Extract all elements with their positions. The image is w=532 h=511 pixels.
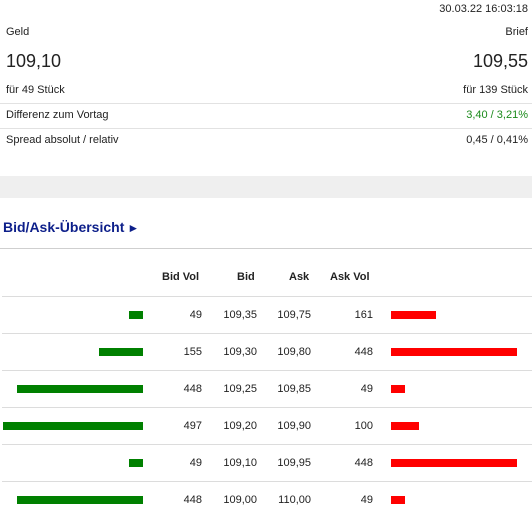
- quote-label-row: Geld Brief: [6, 26, 528, 38]
- ask-volume-bar: [391, 459, 517, 467]
- orderbook-row: 448 109,25 109,85 49: [2, 370, 532, 407]
- play-arrow-icon: ►: [127, 221, 140, 235]
- bid-price-cell: 109,00: [223, 494, 257, 506]
- orderbook-title-link[interactable]: Bid/Ask-Übersicht ►: [3, 219, 139, 235]
- ask-price-cell: 109,75: [277, 309, 311, 321]
- bid-size: für 49 Stück: [6, 84, 65, 96]
- ask-price-cell: 109,80: [277, 346, 311, 358]
- orderbook-header: Bid Vol Bid Ask Ask Vol: [0, 248, 532, 296]
- ask-volume-bar: [391, 496, 405, 504]
- orderbook-row: 448 109,00 110,00 49: [2, 481, 532, 511]
- spread-value: 0,45 / 0,41%: [466, 134, 528, 146]
- bid-volume-cell: 448: [183, 383, 202, 395]
- diff-label: Differenz zum Vortag: [6, 109, 109, 121]
- ask-price-cell: 109,95: [277, 457, 311, 469]
- quote-size-row: für 49 Stück für 139 Stück: [6, 84, 528, 96]
- bid-label: Geld: [6, 26, 30, 38]
- ask-volume-cell: 49: [360, 383, 373, 395]
- ask-price-cell: 109,85: [277, 383, 311, 395]
- bid-price-cell: 109,25: [223, 383, 257, 395]
- ask-label: Brief: [505, 26, 528, 38]
- ask-volume-cell: 100: [354, 420, 373, 432]
- orderbook-row: 497 109,20 109,90 100: [2, 407, 532, 444]
- col-bid: Bid: [237, 271, 255, 283]
- ask-volume-cell: 161: [354, 309, 373, 321]
- ask-size: für 139 Stück: [463, 84, 528, 96]
- ask-volume-cell: 448: [354, 346, 373, 358]
- orderbook-row: 49 109,35 109,75 161: [2, 296, 532, 333]
- ask-volume-bar: [391, 348, 517, 356]
- orderbook-title: Bid/Ask-Übersicht: [3, 219, 125, 235]
- quote-price-row: 109,10 109,55: [6, 51, 528, 72]
- bid-volume-cell: 49: [189, 309, 202, 321]
- orderbook-row: 49 109,10 109,95 448: [2, 444, 532, 481]
- orderbook-row: 155 109,30 109,80 448: [2, 333, 532, 370]
- ask-volume-bar: [391, 422, 419, 430]
- bid-volume-cell: 49: [189, 457, 202, 469]
- ask-volume-bar: [391, 385, 405, 393]
- spread-row: Spread absolut / relativ 0,45 / 0,41%: [6, 134, 528, 146]
- bid-volume-bar: [99, 348, 143, 356]
- divider: [0, 103, 532, 104]
- bid-volume-cell: 155: [183, 346, 202, 358]
- ask-price: 109,55: [472, 51, 528, 71]
- quote-panel: 30.03.22 16:03:18 Geld Brief 109,10 109,…: [0, 0, 532, 176]
- ask-volume-bar: [391, 311, 436, 319]
- diff-value: 3,40 / 3,21%: [466, 109, 528, 121]
- diff-row: Differenz zum Vortag 3,40 / 3,21%: [6, 109, 528, 121]
- divider: [0, 128, 532, 129]
- bid-volume-bar: [129, 311, 143, 319]
- bid-volume-cell: 497: [183, 420, 202, 432]
- spread-label: Spread absolut / relativ: [6, 134, 119, 146]
- ask-price-cell: 109,90: [277, 420, 311, 432]
- bid-price-cell: 109,10: [223, 457, 257, 469]
- bid-volume-bar: [129, 459, 143, 467]
- section-spacer: [0, 176, 532, 198]
- bid-price-cell: 109,20: [223, 420, 257, 432]
- bid-volume-cell: 448: [183, 494, 202, 506]
- bid-volume-bar: [17, 496, 143, 504]
- ask-volume-cell: 49: [360, 494, 373, 506]
- bid-price: 109,10: [6, 51, 62, 71]
- ask-volume-cell: 448: [354, 457, 373, 469]
- bid-volume-bar: [3, 422, 143, 430]
- ask-price-cell: 110,00: [278, 494, 311, 506]
- col-bid-vol: Bid Vol: [162, 271, 200, 283]
- col-ask-vol: Ask Vol: [330, 271, 370, 283]
- bid-price-cell: 109,35: [223, 309, 257, 321]
- quote-timestamp: 30.03.22 16:03:18: [439, 3, 528, 15]
- bid-price-cell: 109,30: [223, 346, 257, 358]
- col-ask: Ask: [289, 271, 310, 283]
- bid-volume-bar: [17, 385, 143, 393]
